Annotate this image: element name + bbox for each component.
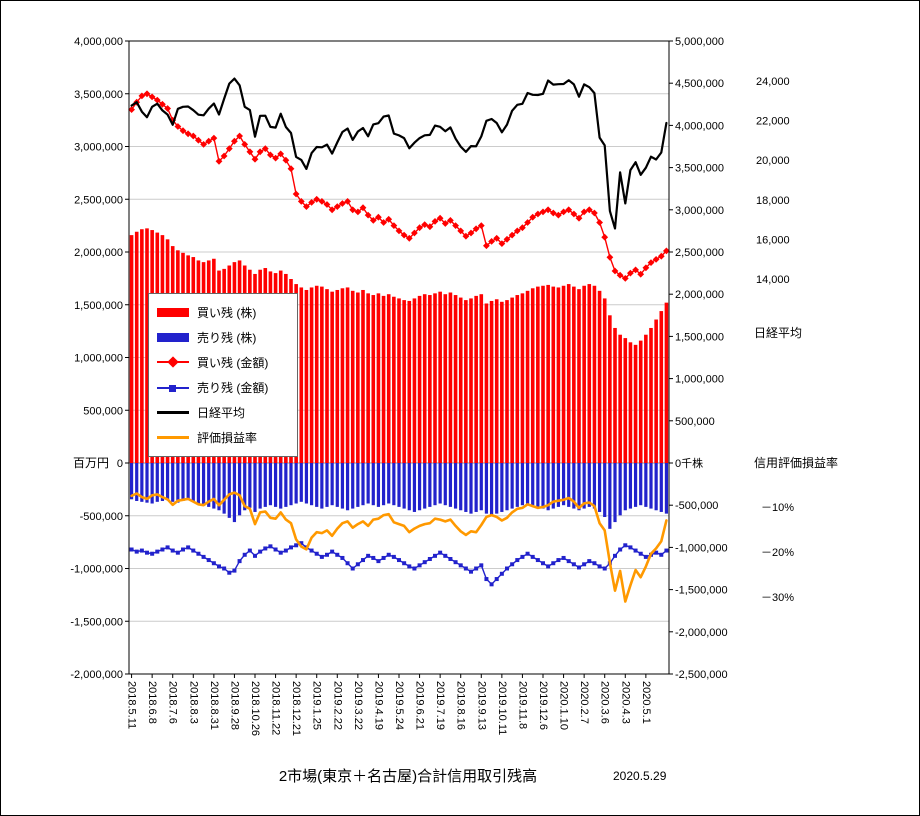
svg-text:2,500,000: 2,500,000: [74, 194, 123, 206]
legend-label: 買い残 (株): [197, 305, 257, 320]
svg-text:-1,000,000: -1,000,000: [70, 564, 123, 576]
legend-item-buy-shares: 買い残 (株): [157, 300, 289, 324]
svg-text:2020.1.10: 2020.1.10: [558, 681, 570, 730]
svg-text:2019.8.16: 2019.8.16: [455, 681, 467, 730]
legend-item-buy-value: 買い残 (金額): [157, 350, 289, 374]
svg-text:2019.3.22: 2019.3.22: [352, 681, 364, 730]
svg-text:2019.11.8: 2019.11.8: [516, 681, 528, 729]
svg-text:2019.12.6: 2019.12.6: [537, 681, 549, 730]
svg-text:-1,000,000: -1,000,000: [675, 542, 728, 554]
svg-text:-2,500,000: -2,500,000: [675, 669, 728, 681]
svg-text:2019.9.13: 2019.9.13: [475, 681, 487, 730]
svg-text:16,000: 16,000: [756, 234, 790, 246]
svg-text:500,000: 500,000: [83, 405, 123, 417]
legend-item-sell-value: 売り残 (金額): [157, 376, 289, 400]
pct-axis-label: 信用評価損益率: [754, 456, 839, 470]
svg-text:2018.12.21: 2018.12.21: [290, 681, 302, 736]
svg-text:2018.9.28: 2018.9.28: [228, 681, 240, 730]
svg-text:0: 0: [117, 458, 123, 470]
legend-item-nikkei: 日経平均: [157, 401, 289, 425]
svg-text:2020.3.6: 2020.3.6: [599, 681, 611, 724]
svg-text:2,500,000: 2,500,000: [675, 247, 724, 259]
line-square-swatch-icon: [157, 381, 189, 395]
chart-date-note: 2020.5.29: [613, 769, 667, 783]
svg-text:2019.5.24: 2019.5.24: [393, 681, 405, 730]
svg-text:－10%: －10%: [761, 502, 794, 514]
legend-label: 買い残 (金額): [197, 355, 269, 370]
svg-text:2018.10.26: 2018.10.26: [249, 681, 261, 736]
svg-text:20,000: 20,000: [756, 155, 790, 167]
svg-text:-500,000: -500,000: [675, 500, 718, 512]
svg-text:3,500,000: 3,500,000: [74, 89, 123, 101]
nikkei-axis-label: 日経平均: [754, 326, 803, 340]
svg-text:2018.6.8: 2018.6.8: [146, 681, 158, 724]
svg-text:2019.2.22: 2019.2.22: [331, 681, 343, 730]
legend-item-sell-shares: 売り残 (株): [157, 325, 289, 349]
legend-label: 日経平均: [197, 406, 246, 421]
svg-text:2020.4.3: 2020.4.3: [619, 681, 631, 724]
svg-text:2019.10.11: 2019.10.11: [496, 681, 508, 735]
svg-text:2019.6.21: 2019.6.21: [414, 681, 426, 730]
bar-swatch-icon: [157, 305, 189, 319]
svg-text:2018.5.11: 2018.5.11: [126, 681, 138, 729]
legend-item-pl-ratio: 評価損益率: [157, 426, 289, 450]
svg-text:1,000,000: 1,000,000: [675, 374, 724, 386]
svg-text:500,000: 500,000: [675, 416, 715, 428]
svg-text:-500,000: -500,000: [80, 511, 123, 523]
svg-text:2018.8.3: 2018.8.3: [187, 681, 199, 724]
chart-legend: 買い残 (株) 売り残 (株) 買い残 (金額) 売り残 (金額): [148, 293, 298, 457]
legend-label: 売り残 (株): [197, 330, 257, 345]
svg-text:-2,000,000: -2,000,000: [70, 669, 123, 681]
svg-text:2020.2.7: 2020.2.7: [578, 681, 590, 724]
left-axis-unit-label: 百万円: [73, 456, 110, 470]
svg-text:－20%: －20%: [761, 547, 794, 559]
svg-text:2019.1.25: 2019.1.25: [311, 681, 323, 730]
svg-text:-1,500,000: -1,500,000: [675, 585, 728, 597]
svg-text:4,000,000: 4,000,000: [675, 120, 724, 132]
svg-text:5,000,000: 5,000,000: [675, 36, 724, 48]
svg-text:22,000: 22,000: [756, 116, 790, 128]
svg-text:-2,000,000: -2,000,000: [675, 627, 728, 639]
line-swatch-icon: [157, 406, 189, 420]
svg-text:2019.4.19: 2019.4.19: [372, 681, 384, 730]
svg-text:2,000,000: 2,000,000: [675, 289, 724, 301]
svg-text:－30%: －30%: [761, 592, 794, 604]
bar-swatch-icon: [157, 330, 189, 344]
svg-text:0千株: 0千株: [675, 456, 703, 470]
svg-text:1,500,000: 1,500,000: [675, 331, 724, 343]
svg-text:3,000,000: 3,000,000: [675, 205, 724, 217]
svg-text:2020.5.1: 2020.5.1: [640, 681, 652, 724]
svg-text:14,000: 14,000: [756, 274, 790, 286]
svg-text:3,500,000: 3,500,000: [675, 163, 724, 175]
svg-text:4,500,000: 4,500,000: [675, 78, 724, 90]
svg-text:2018.7.6: 2018.7.6: [167, 681, 179, 724]
legend-label: 評価損益率: [197, 431, 258, 446]
svg-text:2018.8.31: 2018.8.31: [208, 681, 220, 730]
legend-label: 売り残 (金額): [197, 381, 269, 396]
line-diamond-swatch-icon: [157, 355, 189, 369]
svg-text:1,000,000: 1,000,000: [74, 353, 123, 365]
line-swatch-icon: [157, 431, 189, 445]
svg-text:24,000: 24,000: [756, 76, 790, 88]
svg-text:18,000: 18,000: [756, 195, 790, 207]
svg-text:2018.11.22: 2018.11.22: [270, 681, 282, 735]
svg-text:2019.7.19: 2019.7.19: [434, 681, 446, 730]
chart-title: 2市場(東京＋名古屋)合計信用取引残高: [278, 768, 538, 785]
svg-text:-1,500,000: -1,500,000: [70, 616, 123, 628]
svg-text:4,000,000: 4,000,000: [74, 36, 123, 48]
svg-text:3,000,000: 3,000,000: [74, 142, 123, 154]
svg-text:2,000,000: 2,000,000: [74, 247, 123, 259]
svg-text:1,500,000: 1,500,000: [74, 300, 123, 312]
